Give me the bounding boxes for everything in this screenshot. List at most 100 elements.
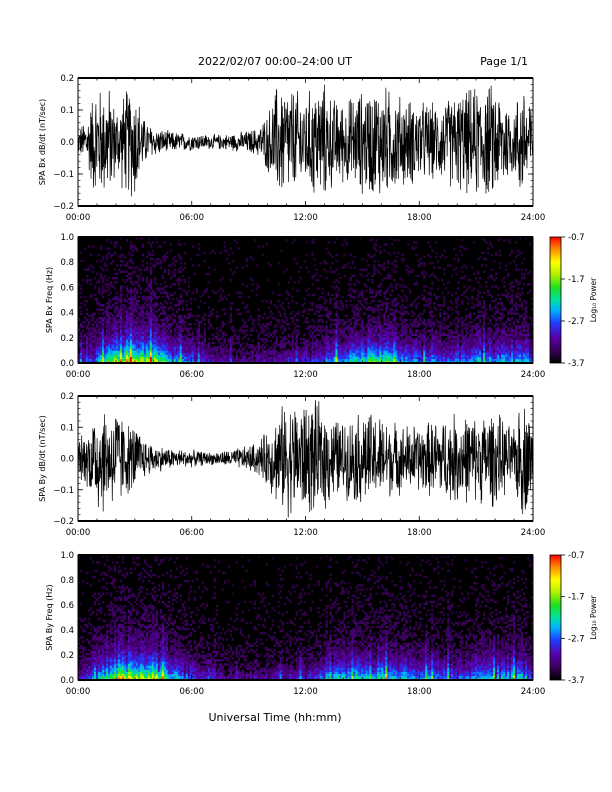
heatmap-cell — [277, 318, 280, 322]
heatmap-cell — [177, 335, 181, 339]
heatmap-cell — [115, 264, 119, 267]
heatmap-cell — [357, 306, 360, 309]
heatmap-cell — [447, 344, 450, 347]
heatmap-cell — [80, 350, 83, 353]
heatmap-cell — [281, 331, 284, 334]
heatmap-cell — [361, 346, 364, 349]
heatmap-cell — [441, 325, 444, 328]
heatmap-cell — [101, 331, 105, 334]
heatmap-cell — [131, 316, 135, 320]
heatmap-cell — [89, 314, 93, 318]
heatmap-cell — [269, 350, 272, 353]
heatmap-cell — [371, 331, 374, 334]
heatmap-cell — [389, 276, 392, 280]
heatmap-cell — [133, 348, 137, 351]
heatmap-cell — [105, 302, 109, 305]
heatmap-cell — [335, 344, 338, 347]
heatmap-cell — [317, 321, 320, 324]
heatmap-cell — [95, 281, 99, 284]
heatmap-cell — [385, 276, 388, 280]
heatmap-cell — [423, 276, 426, 280]
heatmap-cell — [155, 318, 159, 322]
heatmap-cell — [119, 354, 123, 357]
heatmap-cell — [279, 325, 282, 328]
heatmap-cell — [127, 329, 131, 332]
heatmap-cell — [397, 348, 400, 351]
heatmap-cell — [141, 339, 145, 343]
heatmap-cell — [305, 350, 308, 353]
heatmap-cell — [141, 346, 145, 349]
heatmap-cell — [89, 279, 93, 282]
heatmap-cell — [129, 331, 133, 334]
heatmap-cell — [125, 239, 129, 242]
heatmap-cell — [235, 350, 238, 353]
heatmap-cell — [237, 291, 240, 294]
heatmap-cell — [207, 337, 211, 341]
heatmap-cell — [437, 339, 440, 343]
heatmap-cell — [287, 358, 290, 362]
heatmap-cell — [157, 339, 161, 343]
heatmap-cell — [455, 337, 458, 341]
heatmap-cell — [137, 352, 141, 355]
heatmap-cell — [347, 335, 350, 339]
heatmap-cell — [335, 310, 338, 313]
heatmap-cell — [167, 356, 171, 360]
heatmap-cell — [351, 295, 354, 299]
heatmap-cell — [429, 297, 432, 301]
heatmap-cell — [443, 356, 446, 360]
heatmap-cell — [421, 337, 424, 341]
heatmap-cell — [159, 262, 163, 265]
heatmap-cell — [211, 346, 215, 349]
heatmap-cell — [89, 352, 93, 355]
heatmap-cell — [399, 335, 402, 339]
heatmap-cell — [373, 300, 376, 303]
heatmap-cell — [433, 352, 436, 355]
heatmap-cell — [341, 266, 344, 269]
heatmap-cell — [137, 339, 141, 343]
heatmap-cell — [153, 318, 157, 322]
heatmap-cell — [361, 337, 364, 341]
heatmap-cell — [159, 260, 163, 263]
heatmap-cell — [373, 245, 376, 248]
heatmap-cell — [149, 356, 153, 360]
heatmap-cell — [131, 356, 135, 360]
heatmap-cell — [455, 354, 458, 357]
heatmap-cell — [331, 285, 334, 288]
heatmap-cell — [453, 342, 456, 345]
heatmap-cell — [223, 346, 226, 349]
heatmap-cell — [291, 310, 294, 313]
heatmap-cell — [371, 337, 374, 341]
heatmap-cell — [331, 354, 334, 357]
heatmap-cell — [393, 314, 396, 318]
heatmap-cell — [179, 314, 183, 318]
heatmap-cell — [221, 323, 224, 326]
heatmap-cell — [279, 314, 282, 318]
heatmap-cell — [427, 323, 430, 326]
heatmap-cell — [303, 356, 306, 360]
heatmap-cell — [95, 335, 99, 339]
heatmap-cell — [111, 354, 115, 357]
heatmap-cell — [115, 327, 119, 330]
heatmap-cell — [125, 350, 129, 353]
heatmap-cell — [407, 352, 410, 355]
heatmap-cell — [149, 358, 153, 362]
heatmap-cell — [189, 352, 193, 355]
heatmap-cell — [307, 356, 310, 360]
heatmap-cell — [151, 253, 155, 257]
heatmap-cell — [249, 346, 252, 349]
heatmap-cell — [111, 337, 115, 341]
heatmap-cell — [80, 295, 83, 299]
heatmap-cell — [97, 354, 101, 357]
heatmap-cell — [191, 337, 195, 341]
heatmap-cell — [213, 348, 216, 351]
heatmap-cell — [121, 316, 125, 320]
heatmap-cell — [137, 285, 141, 288]
heatmap-cell — [473, 352, 476, 355]
heatmap-cell — [205, 356, 209, 360]
heatmap-cell — [407, 348, 410, 351]
heatmap-cell — [337, 316, 340, 320]
heatmap-cell — [351, 333, 354, 336]
heatmap-cell — [383, 276, 386, 280]
heatmap-cell — [113, 245, 117, 248]
heatmap-cell — [435, 356, 438, 360]
